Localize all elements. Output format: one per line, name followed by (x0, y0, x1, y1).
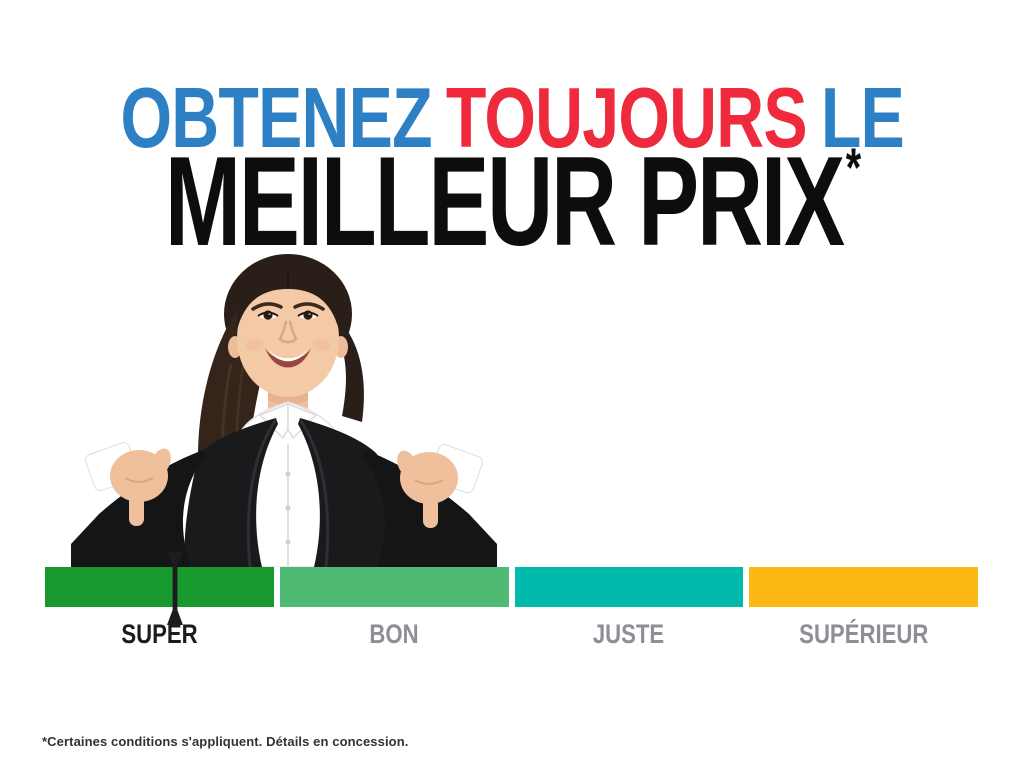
scale-segment-juste (514, 567, 744, 607)
smiling-mouth (265, 348, 311, 368)
face (236, 271, 340, 397)
headline-main-text: MEILLEUR PRIX (165, 130, 845, 272)
headline-word-toujours: TOUJOURS (445, 71, 808, 166)
scale-label-super: SUPER (121, 619, 198, 649)
hand-left-pointing-down (110, 448, 171, 526)
cheek-right (312, 339, 330, 351)
disclaimer-text: *Certaines conditions s'appliquent. Déta… (42, 734, 409, 749)
asterisk-superscript: * (846, 136, 862, 198)
cheek-left (246, 339, 264, 351)
headline-word-obtenez: OBTENEZ (120, 71, 432, 166)
price-scale-labels: SUPER BON JUSTE SUPÉRIEUR (45, 621, 978, 648)
hand-right-pointing-down (397, 450, 458, 528)
hair-back (321, 307, 364, 422)
scale-label-bon: BON (369, 619, 419, 649)
eyebrow-left (251, 302, 283, 311)
price-scale-bar (45, 567, 978, 607)
nose (278, 320, 298, 344)
hairline (236, 271, 340, 330)
headline-line1: OBTENEZ TOUJOURS LE (0, 76, 1024, 161)
headline-line2: MEILLEUR PRIX* (0, 138, 1024, 265)
eyebrow-right (293, 302, 325, 311)
headline-word-le: LE (820, 71, 905, 166)
eye-right (297, 310, 319, 320)
scale-label-juste: JUSTE (593, 619, 665, 649)
scale-segment-super (45, 567, 274, 607)
businesswoman-pointing-down-image (71, 254, 497, 567)
scale-segment-bon (279, 567, 509, 607)
scale-label-superieur: SUPÉRIEUR (799, 619, 929, 649)
eye-left (257, 310, 279, 320)
scale-segment-superieur (749, 567, 978, 607)
price-position-marker-icon (167, 552, 183, 625)
